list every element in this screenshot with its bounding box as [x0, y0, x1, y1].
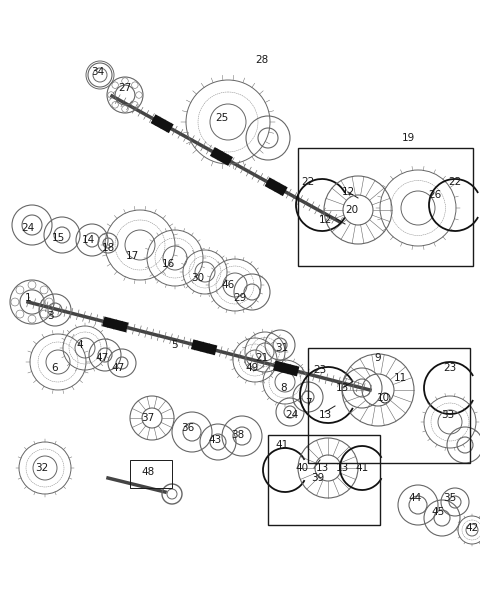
Text: 12: 12: [318, 215, 332, 225]
Text: 41: 41: [276, 440, 288, 450]
Text: 43: 43: [208, 435, 222, 445]
Polygon shape: [191, 340, 217, 355]
Polygon shape: [210, 147, 233, 166]
Bar: [308, 348, 470, 463]
Text: 13: 13: [318, 410, 332, 420]
Text: 15: 15: [51, 233, 65, 243]
Text: 11: 11: [394, 373, 407, 383]
Text: 12: 12: [341, 187, 355, 197]
Text: 6: 6: [52, 363, 58, 373]
Text: 34: 34: [91, 67, 105, 77]
Text: 25: 25: [216, 113, 228, 123]
Bar: [298, 148, 473, 266]
Text: 40: 40: [295, 463, 309, 473]
Text: 1: 1: [24, 293, 31, 303]
Text: 23: 23: [444, 363, 456, 373]
Text: 13: 13: [336, 383, 348, 393]
Text: 3: 3: [47, 311, 53, 321]
Text: 26: 26: [428, 190, 442, 200]
Text: 45: 45: [432, 507, 444, 517]
Text: 46: 46: [221, 280, 235, 290]
Bar: [268, 435, 380, 525]
Text: 7: 7: [305, 398, 312, 408]
Text: 20: 20: [346, 205, 359, 215]
Text: 28: 28: [255, 55, 269, 65]
Text: 16: 16: [161, 259, 175, 269]
Polygon shape: [102, 317, 129, 332]
Polygon shape: [264, 178, 288, 196]
Text: 22: 22: [448, 177, 462, 187]
Text: 29: 29: [233, 293, 247, 303]
Text: 22: 22: [301, 177, 314, 187]
Text: 4: 4: [77, 340, 84, 350]
Text: 19: 19: [401, 133, 415, 143]
Text: 47: 47: [96, 353, 108, 363]
Text: 38: 38: [231, 430, 245, 440]
Text: 33: 33: [442, 410, 455, 420]
Text: 10: 10: [376, 393, 390, 403]
Text: 21: 21: [255, 353, 269, 363]
Text: 41: 41: [355, 463, 369, 473]
Text: 24: 24: [286, 410, 299, 420]
Text: 49: 49: [245, 363, 259, 373]
Text: 23: 23: [313, 365, 326, 375]
Text: 27: 27: [119, 83, 132, 93]
Text: 35: 35: [444, 493, 456, 503]
Text: 18: 18: [101, 243, 115, 253]
Text: 44: 44: [408, 493, 421, 503]
Text: 36: 36: [181, 423, 194, 433]
Text: 14: 14: [82, 235, 95, 245]
Text: 31: 31: [276, 343, 288, 353]
Text: 42: 42: [466, 523, 479, 533]
Text: 9: 9: [375, 353, 381, 363]
Text: 17: 17: [125, 251, 139, 261]
Bar: [130, 460, 172, 488]
Text: 24: 24: [22, 223, 35, 233]
Text: 37: 37: [142, 413, 155, 423]
Text: 32: 32: [36, 463, 48, 473]
Text: 48: 48: [142, 467, 155, 477]
Text: 47: 47: [111, 363, 125, 373]
Text: 13: 13: [315, 463, 329, 473]
Text: 5: 5: [172, 340, 178, 350]
Text: 30: 30: [192, 273, 204, 283]
Polygon shape: [273, 361, 300, 376]
Polygon shape: [151, 115, 174, 133]
Text: 39: 39: [312, 473, 324, 483]
Text: 8: 8: [281, 383, 288, 393]
Text: 13: 13: [336, 463, 348, 473]
